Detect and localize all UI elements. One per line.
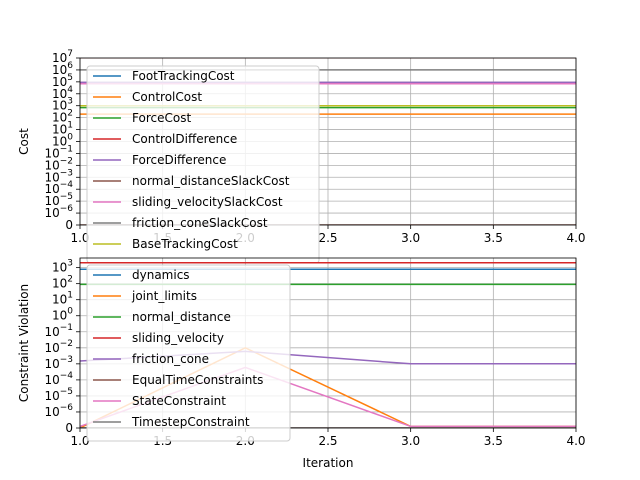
legend-label-friction_cone: friction_cone — [132, 352, 209, 366]
x-tick-label: 3.5 — [484, 434, 503, 448]
x-axis-label: Iteration — [303, 456, 354, 470]
y-tick-label: 10−6 — [44, 403, 73, 419]
legend: FootTrackingCost ControlCost ForceCost Cont… — [86, 65, 320, 264]
y-tick-label: 100 — [52, 133, 73, 149]
legend-label-normal_distance: normal_distance — [132, 310, 231, 324]
x-tick-label: 3.5 — [484, 231, 503, 245]
legend: dynamics joint_limits normal_distanceslidi… — [86, 264, 291, 442]
y-tick-label: 10−6 — [44, 204, 73, 220]
y-tick-label: 10−4 — [44, 180, 73, 196]
y-tick-label: 103 — [52, 97, 73, 113]
y-tick-label: 10−1 — [44, 144, 73, 160]
legend-label-ForceDifference: ForceDifference — [132, 153, 226, 167]
legend-box — [86, 264, 291, 442]
axes-frame — [79, 257, 577, 429]
x-tick-label: 3.0 — [401, 434, 420, 448]
legend-label-TimestepConstraint: TimestepConstraint — [131, 415, 250, 429]
y-tick-label: 106 — [52, 61, 73, 77]
y-tick-label: 10−4 — [44, 371, 73, 387]
y-axis-label: Cost — [17, 128, 31, 155]
legend-label-dynamics: dynamics — [132, 268, 190, 282]
legend-label-joint_limits: joint_limits — [131, 289, 197, 303]
x-tick-label: 2.5 — [318, 231, 337, 245]
legend-label-BaseTrackingCost: BaseTrackingCost — [132, 237, 238, 251]
x-tick-label: 1.0 — [70, 434, 89, 448]
y-tick-label: 107 — [52, 49, 73, 65]
x-tick-label: 4.0 — [566, 231, 585, 245]
legend-label-FootTrackingCost: FootTrackingCost — [132, 69, 235, 83]
y-tick-label: 101 — [52, 121, 73, 137]
y-tick-label: 10−3 — [44, 355, 73, 371]
legend-label-sliding_velocity: sliding_velocity — [132, 331, 224, 345]
legend-label-ControlDifference: ControlDifference — [132, 132, 237, 146]
y-tick-label: 10−1 — [44, 323, 73, 339]
x-tick-label: 1.0 — [70, 231, 89, 245]
y-tick-label: 100 — [52, 307, 73, 323]
y-tick-label: 10−5 — [44, 192, 73, 208]
x-tick-label: 2.5 — [318, 434, 337, 448]
axes-frame — [79, 57, 577, 226]
y-tick-label: 10−5 — [44, 387, 73, 403]
y-tick-label: 0 — [65, 218, 73, 232]
y-tick-label: 10−2 — [44, 339, 73, 355]
x-tick-label: 3.0 — [401, 231, 420, 245]
legend-label-StateConstraint: StateConstraint — [132, 394, 226, 408]
y-tick-label: 10−2 — [44, 156, 73, 172]
legend-label-ControlCost: ControlCost — [132, 90, 202, 104]
y-tick-label: 102 — [52, 275, 73, 291]
y-tick-label: 103 — [52, 259, 73, 275]
x-tick-label: 4.0 — [566, 434, 585, 448]
constraint-violation-chart: 1.01.52.02.53.03.54.0010−610−510−410−310… — [17, 257, 586, 470]
y-tick-label: 0 — [65, 421, 73, 435]
legend-label-friction_coneSlackCost: friction_coneSlackCost — [132, 216, 268, 230]
legend-label-normal_distanceSlackCost: normal_distanceSlackCost — [132, 174, 290, 188]
legend-label-ForceCost: ForceCost — [132, 111, 191, 125]
y-tick-label: 105 — [52, 73, 73, 89]
legend-label-EqualTimeConstraints: EqualTimeConstraints — [132, 373, 263, 387]
y-tick-label: 101 — [52, 291, 73, 307]
y-tick-label: 10−3 — [44, 168, 73, 184]
legend-label-sliding_velocitySlackCost: sliding_velocitySlackCost — [132, 195, 283, 209]
y-tick-label: 102 — [52, 109, 73, 125]
y-tick-label: 104 — [52, 85, 73, 101]
cost-chart: 1.01.52.02.53.03.54.0010−610−510−410−310… — [17, 49, 586, 264]
y-axis-label: Constraint Violation — [17, 284, 31, 402]
